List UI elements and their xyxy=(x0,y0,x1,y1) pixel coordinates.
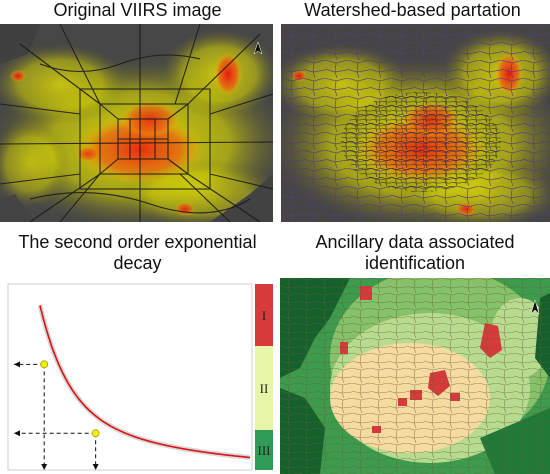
arrow-down-icon-1 xyxy=(41,464,48,470)
arrow-down-icon-2 xyxy=(92,464,99,470)
title-ancillary: Ancillary data associated identification xyxy=(280,232,550,274)
viirs-image xyxy=(0,24,273,222)
north-arrow-icon xyxy=(253,41,263,55)
chart-frame xyxy=(7,283,253,471)
title-original-viirs: Original VIIRS image xyxy=(53,0,222,20)
title-exponential-decay: The second order exponential decay xyxy=(0,232,275,274)
watershed-partition-panel xyxy=(281,24,550,222)
map-north-arrow-icon xyxy=(530,299,540,315)
title-watershed: Watershed-based partation xyxy=(304,0,521,20)
decay-curve xyxy=(39,305,251,459)
arrow-left-icon-1 xyxy=(14,361,20,368)
class-band-I xyxy=(255,284,273,346)
watershed-partition-image xyxy=(281,24,550,222)
arrow-left-icon-2 xyxy=(14,430,20,437)
ancillary-map xyxy=(280,278,550,474)
class-band-II xyxy=(255,346,273,430)
title-exponential-decay-line2: decay xyxy=(113,253,162,273)
marked-point-2 xyxy=(91,429,100,438)
title-ancillary-line2: identification xyxy=(364,253,466,273)
class-label-I: I xyxy=(262,308,266,323)
class-label-II: II xyxy=(260,381,269,396)
decay-chart-panel: I II III xyxy=(0,280,275,474)
title-exponential-decay-line1: The second order exponential xyxy=(18,232,257,252)
class-band-III xyxy=(255,430,273,470)
marked-point-1 xyxy=(40,360,49,369)
title-ancillary-line1: Ancillary data associated xyxy=(315,232,515,252)
class-label-III: III xyxy=(258,443,271,458)
viirs-image-panel xyxy=(0,24,273,222)
ancillary-map-panel xyxy=(280,278,550,474)
